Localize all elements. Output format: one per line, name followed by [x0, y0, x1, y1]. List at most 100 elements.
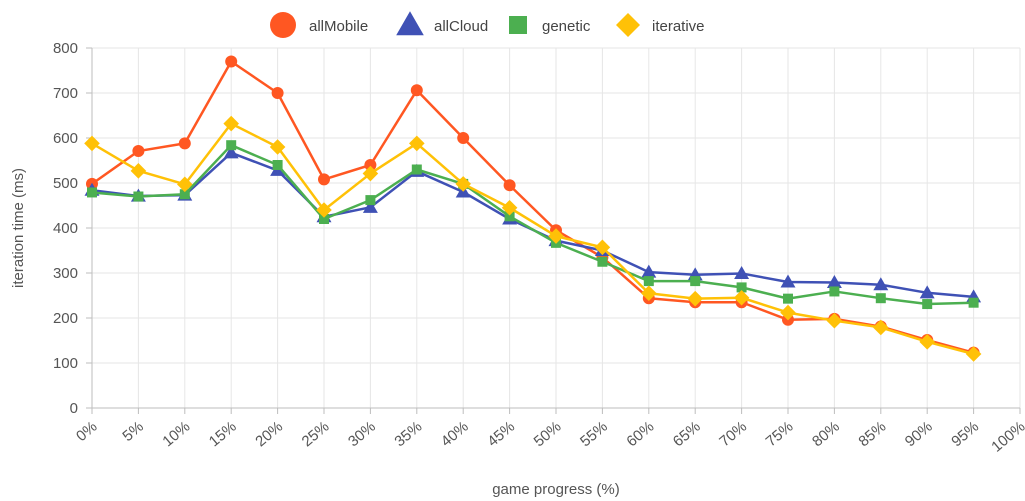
x-tick-label: 40% [438, 418, 472, 450]
data-point [826, 274, 842, 288]
y-tick-label: 200 [53, 310, 78, 327]
x-tick-label: 75% [763, 418, 797, 450]
data-point [873, 277, 889, 291]
legend-label: iterative [652, 18, 705, 35]
x-tick-label: 30% [345, 418, 379, 450]
legend-circle-icon [270, 12, 296, 38]
data-point [272, 160, 283, 170]
data-point [132, 145, 145, 158]
x-tick-label: 80% [809, 418, 843, 450]
series-allMobile [86, 55, 980, 359]
x-tick-label: 95% [948, 418, 982, 450]
data-point [780, 304, 796, 321]
x-tick-label: 70% [716, 418, 750, 450]
legend-item-allMobile: allMobile [270, 12, 368, 38]
x-tick-label: 65% [670, 418, 704, 450]
data-point [411, 164, 422, 175]
chart-axes: 0 100 200 300 400 500 600 700 800 0% 5% 10% 15% 20% 25… [53, 40, 1025, 456]
data-point [87, 187, 97, 198]
x-tick-label: 100% [988, 418, 1025, 456]
data-point [269, 139, 286, 155]
data-point [457, 132, 470, 144]
x-tick-label: 55% [577, 418, 611, 450]
data-point [177, 176, 193, 193]
y-tick-label: 700 [53, 85, 78, 102]
data-point [641, 285, 657, 302]
data-point [548, 228, 564, 244]
data-point [736, 282, 747, 293]
data-point [318, 173, 330, 186]
chart-series [84, 55, 982, 362]
series-iterative [84, 115, 982, 362]
y-tick-label: 300 [53, 265, 78, 282]
data-point [130, 163, 147, 179]
data-point [319, 214, 329, 224]
data-point [178, 137, 191, 150]
legend-item-genetic: genetic [509, 16, 591, 35]
legend-label: genetic [542, 18, 591, 35]
x-tick-label: 50% [531, 418, 565, 450]
data-point [365, 195, 376, 206]
data-point [594, 239, 611, 256]
data-point [597, 256, 608, 267]
data-point [410, 84, 423, 97]
legend-label: allCloud [434, 18, 488, 35]
data-point [133, 191, 144, 202]
data-point [271, 87, 284, 99]
chart-legend: allMobile allCloud genetic iterative [270, 11, 705, 38]
data-point [780, 274, 796, 288]
data-point [504, 211, 515, 222]
data-point [455, 176, 471, 192]
x-tick-label: 90% [902, 418, 936, 450]
data-point [501, 199, 518, 216]
data-point [179, 189, 190, 200]
data-point [734, 265, 750, 279]
series-line [91, 60, 974, 354]
data-point [965, 346, 982, 362]
data-point [733, 289, 750, 306]
data-point [968, 297, 979, 308]
x-axis-title: game progress (%) [492, 481, 620, 498]
data-point [316, 202, 332, 218]
data-point [922, 299, 933, 310]
data-point [503, 179, 516, 192]
series-allCloud [84, 145, 982, 303]
data-point [226, 140, 237, 151]
y-tick-label: 800 [53, 40, 78, 57]
data-point [225, 55, 238, 68]
y-tick-label: 500 [53, 175, 78, 192]
data-point [223, 115, 239, 132]
data-point [783, 293, 793, 304]
series-line [91, 143, 974, 306]
x-tick-label: 35% [391, 418, 425, 450]
data-point [690, 276, 701, 287]
x-tick-label: 85% [855, 418, 889, 450]
x-tick-label: 25% [299, 418, 333, 450]
data-point [362, 165, 379, 182]
y-tick-label: 100 [53, 355, 78, 372]
series-genetic [87, 140, 979, 310]
series-line [91, 122, 974, 356]
data-point [873, 319, 889, 336]
data-point [919, 334, 935, 350]
y-tick-label: 600 [53, 130, 78, 147]
x-tick-label: 45% [484, 418, 518, 450]
data-point [875, 293, 886, 304]
y-tick-label: 0 [70, 400, 78, 417]
y-tick-label: 400 [53, 220, 78, 237]
x-tick-label: 15% [206, 418, 240, 450]
x-tick-label: 0% [73, 418, 101, 445]
data-point [362, 199, 378, 213]
data-point [919, 285, 935, 299]
data-point [364, 159, 377, 171]
data-point [643, 276, 654, 287]
x-tick-label: 10% [159, 418, 193, 450]
data-point [687, 290, 703, 307]
series-line [91, 151, 974, 299]
data-point [641, 264, 657, 278]
data-point [826, 312, 843, 329]
data-point [409, 135, 425, 152]
data-point [223, 145, 239, 159]
x-tick-label: 60% [623, 418, 657, 450]
